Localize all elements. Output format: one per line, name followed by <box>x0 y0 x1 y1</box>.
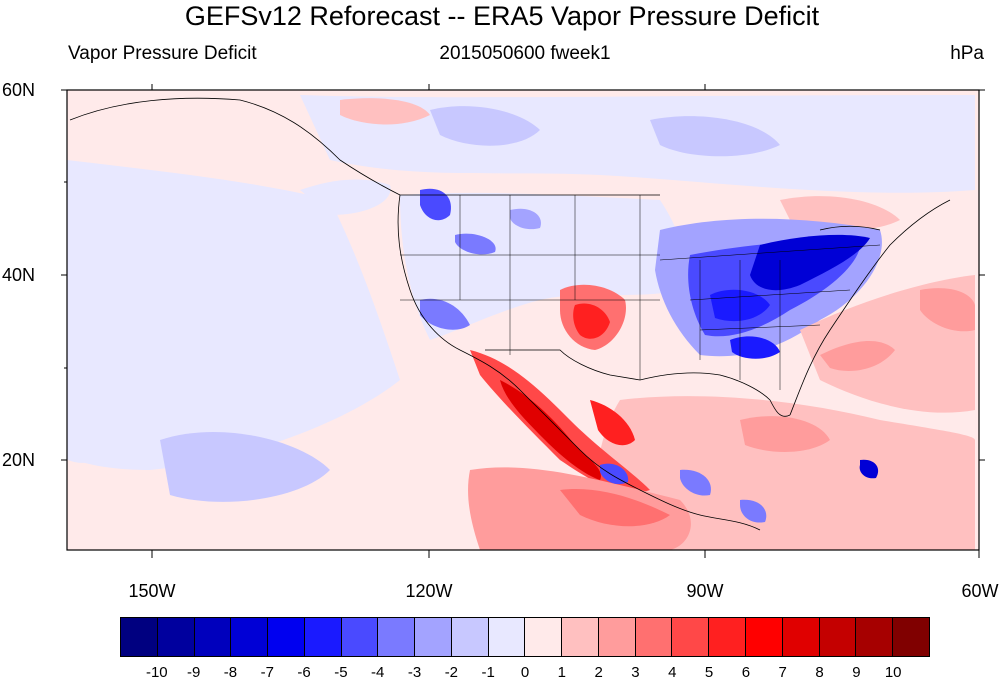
lon-label-150w: 150W <box>128 581 176 601</box>
colorbar-tick-label: 4 <box>668 664 677 681</box>
colorbar-swatch <box>856 618 894 656</box>
colorbar-tick-label: -2 <box>444 664 459 681</box>
colorbar-swatch <box>231 618 269 656</box>
lat-label-20n: 20N <box>2 450 36 470</box>
units-label: hPa <box>950 43 984 64</box>
colorbar-tick-label: 10 <box>884 664 902 681</box>
axis-ticks <box>61 84 985 558</box>
colorbar-tick-label: 3 <box>631 664 640 681</box>
colorbar-swatch <box>782 618 820 656</box>
colorbar-tick-label: 5 <box>704 664 714 681</box>
lon-label-90w: 90W <box>686 581 724 601</box>
colorbar-tick-label: -5 <box>334 664 348 681</box>
colorbar-swatch <box>709 618 747 656</box>
map-title: GEFSv12 Reforecast -- ERA5 Vapor Pressur… <box>184 1 820 31</box>
lat-label-60n: 60N <box>2 80 36 100</box>
colorbar <box>120 617 930 657</box>
vpd-field <box>67 90 979 550</box>
colorbar-swatch <box>598 618 636 656</box>
colorbar-tick-label: 6 <box>741 664 751 681</box>
coastlines <box>69 97 951 531</box>
colorbar-swatch <box>525 618 563 656</box>
colorbar-tick-label: 0 <box>520 664 530 681</box>
colorbar-tick-label: 9 <box>852 664 861 681</box>
colorbar-swatch <box>378 618 416 656</box>
lon-label-120w: 120W <box>405 581 453 601</box>
colorbar-tick-label: -6 <box>297 664 311 681</box>
date-label: 2015050600 fweek1 <box>439 43 611 64</box>
lon-label-60w: 60W <box>961 581 999 601</box>
colorbar-tick-label: -7 <box>260 664 274 681</box>
colorbar-tick-label: 8 <box>815 664 824 681</box>
colorbar-swatch <box>562 618 599 656</box>
colorbar-swatch <box>451 618 489 656</box>
colorbar-tick-label: -9 <box>186 664 201 681</box>
colorbar-swatch <box>341 618 379 656</box>
colorbar-swatch <box>635 618 673 656</box>
state-borders <box>400 195 881 390</box>
colorbar-swatch <box>893 618 929 656</box>
lat-label-40n: 40N <box>2 265 36 285</box>
colorbar-swatch <box>194 618 232 656</box>
colorbar-tick-label: 2 <box>594 664 603 681</box>
colorbar-labels: -10 -9 -8 -7 -6 -5 -4 -3 -2 -1 0 1 2 3 4 5 6 7 8 9 10 <box>120 664 930 684</box>
colorbar-swatch <box>746 618 783 656</box>
colorbar-tick-label: 1 <box>557 664 566 681</box>
variable-label: Vapor Pressure Deficit <box>68 43 257 64</box>
colorbar-tick-label: -8 <box>223 664 238 681</box>
colorbar-swatch <box>819 618 857 656</box>
colorbar-swatch <box>488 618 526 656</box>
colorbar-tick-label: -3 <box>407 664 422 681</box>
colorbar-swatch <box>415 618 452 656</box>
colorbar-tick-label: -1 <box>481 664 495 681</box>
colorbar-swatch <box>157 618 195 656</box>
colorbar-swatch <box>672 618 710 656</box>
colorbar-tick-label: -10 <box>145 664 168 681</box>
colorbar-swatch <box>268 618 305 656</box>
colorbar-swatch <box>304 618 342 656</box>
colorbar-swatch <box>121 618 158 656</box>
colorbar-tick-label: -4 <box>371 664 385 681</box>
colorbar-tick-label: 7 <box>778 664 787 681</box>
